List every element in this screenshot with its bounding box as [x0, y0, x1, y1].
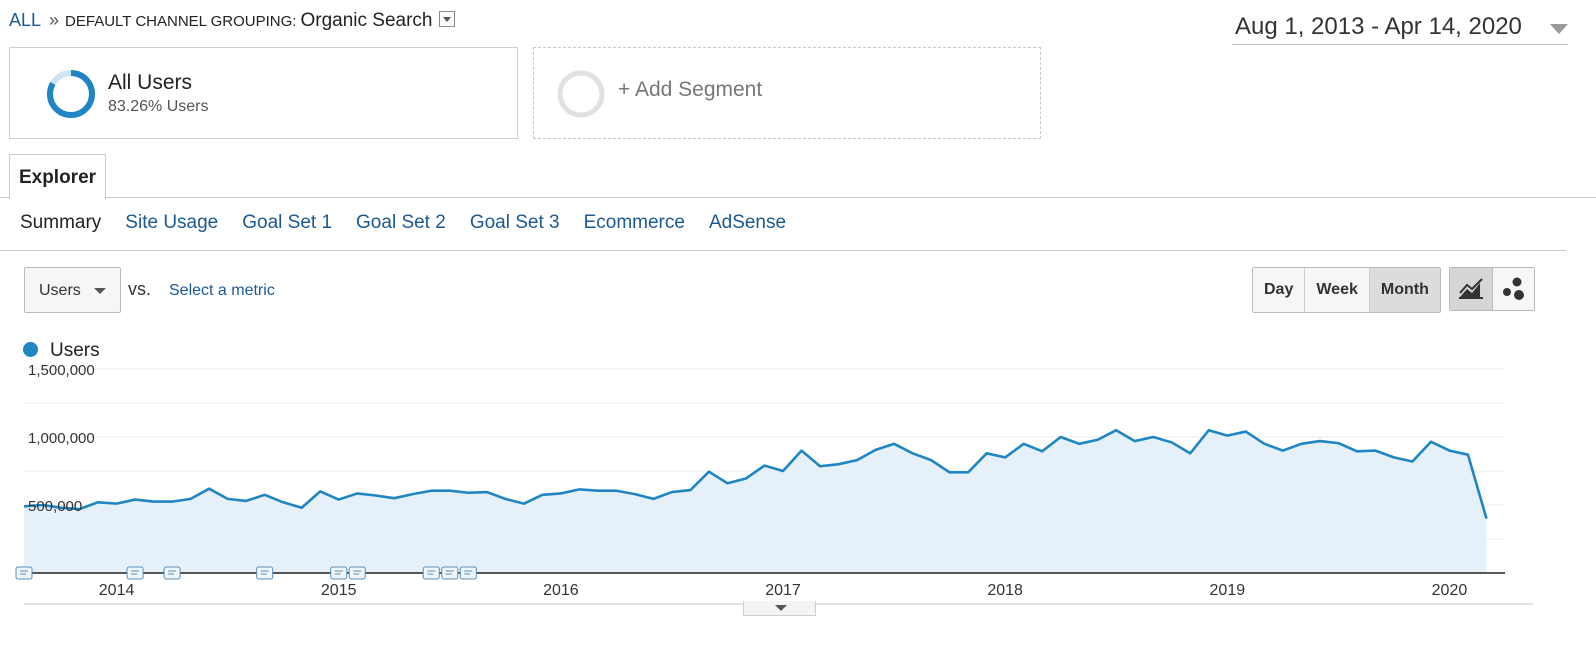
legend-color-dot [23, 342, 38, 357]
annotation-bubble [441, 566, 459, 580]
breadcrumb-dimension-label: DEFAULT CHANNEL GROUPING: [65, 13, 297, 30]
legend-series-label: Users [50, 340, 100, 361]
chevron-down-icon [94, 288, 106, 294]
annotation-marker-icon [256, 566, 274, 580]
tab-explorer[interactable]: Explorer [9, 154, 106, 199]
x-tick-label: 2020 [1432, 582, 1468, 599]
subtab-goal-set-3[interactable]: Goal Set 3 [469, 212, 560, 233]
annotation-bubble [256, 566, 274, 580]
empty-segment-circle-icon [557, 70, 605, 118]
chart-area-layer [23, 428, 1533, 605]
x-tick-label: 2018 [987, 582, 1023, 599]
time-granularity-group: Day Week Month [1252, 267, 1441, 313]
subtab-divider [0, 250, 1566, 251]
annotation-bubble [330, 566, 348, 580]
chevron-down-icon [1550, 24, 1568, 34]
explorer-subtabs: Summary Site Usage Goal Set 1 Goal Set 2 Goa… [20, 212, 810, 234]
chart-type-group [1449, 267, 1535, 311]
breadcrumb-dimension-value: Organic Search [300, 10, 433, 31]
annotation-marker-icon [459, 566, 477, 580]
segment-all-users[interactable]: All Users 83.26% Users [9, 47, 518, 139]
subtab-ecommerce[interactable]: Ecommerce [583, 212, 685, 233]
chart-axis-labels: 1,500,000 1,000,000 500,000 2014 2015 2016 201… [28, 362, 1467, 599]
breadcrumb-all-link[interactable]: ALL [9, 10, 42, 30]
annotation-bubble [459, 566, 477, 580]
users-over-time-chart: 1,500,000 1,000,000 500,000 2014 2015 2016 201… [15, 362, 1533, 605]
x-tick-label: 2016 [543, 582, 579, 599]
annotation-bubble [163, 566, 181, 580]
motion-chart-icon [1503, 277, 1524, 300]
y-tick-label: 500,000 [28, 498, 82, 515]
x-tick-label: 2014 [99, 582, 135, 599]
chart-legend: Users [23, 340, 100, 362]
segment-donut-icon [47, 70, 95, 118]
annotation-bubble [15, 566, 33, 580]
subtab-goal-set-1[interactable]: Goal Set 1 [242, 212, 333, 233]
annotation-bubble [422, 566, 440, 580]
subtab-adsense[interactable]: AdSense [708, 212, 787, 233]
annotation-marker-icon [441, 566, 459, 580]
y-tick-label: 1,500,000 [28, 362, 95, 379]
date-range-label: Aug 1, 2013 - Apr 14, 2020 [1235, 13, 1522, 40]
breadcrumb-separator: » [49, 10, 60, 30]
annotation-marker-icon [163, 566, 181, 580]
month-button[interactable]: Month [1369, 268, 1440, 312]
tab-divider [0, 197, 1596, 198]
series-area-fill [24, 430, 1487, 573]
annotation-marker-icon [15, 566, 33, 580]
subtab-site-usage[interactable]: Site Usage [125, 212, 219, 233]
metric-dropdown[interactable]: Users [24, 267, 121, 313]
add-segment-button[interactable]: + Add Segment [533, 47, 1041, 139]
vs-label: vs. [128, 279, 152, 299]
chart-collapse-toggle[interactable] [743, 601, 816, 616]
segment-subtitle: 83.26% Users [108, 98, 209, 115]
x-tick-label: 2019 [1210, 582, 1246, 599]
motion-chart-button[interactable] [1493, 268, 1534, 310]
annotation-marker-icon [422, 566, 440, 580]
y-tick-label: 1,000,000 [28, 430, 95, 447]
subtab-summary[interactable]: Summary [20, 212, 102, 233]
annotation-marker-icon [126, 566, 144, 580]
annotation-bubble [348, 566, 366, 580]
x-tick-label: 2015 [321, 582, 357, 599]
dimension-dropdown-button[interactable] [438, 11, 455, 28]
day-button[interactable]: Day [1253, 268, 1306, 312]
x-tick-label: 2017 [765, 582, 801, 599]
segment-title: All Users [108, 71, 193, 94]
chart-annotation-markers [15, 566, 477, 580]
series-line-users [23, 428, 1488, 519]
breadcrumb: ALL » DEFAULT CHANNEL GROUPING: Organic Sea… [9, 10, 455, 32]
annotation-bubble [126, 566, 144, 580]
annotation-marker-icon [330, 566, 348, 580]
date-range-picker[interactable]: Aug 1, 2013 - Apr 14, 2020 [1232, 10, 1568, 45]
line-chart-button[interactable] [1450, 268, 1493, 310]
add-segment-label: + Add Segment [618, 78, 763, 101]
annotation-marker-icon [348, 566, 366, 580]
line-chart-icon [1459, 278, 1483, 299]
select-metric-link[interactable]: Select a metric [169, 282, 275, 299]
subtab-goal-set-2[interactable]: Goal Set 2 [356, 212, 446, 233]
metric-dropdown-label: Users [39, 282, 81, 299]
week-button[interactable]: Week [1305, 268, 1370, 312]
